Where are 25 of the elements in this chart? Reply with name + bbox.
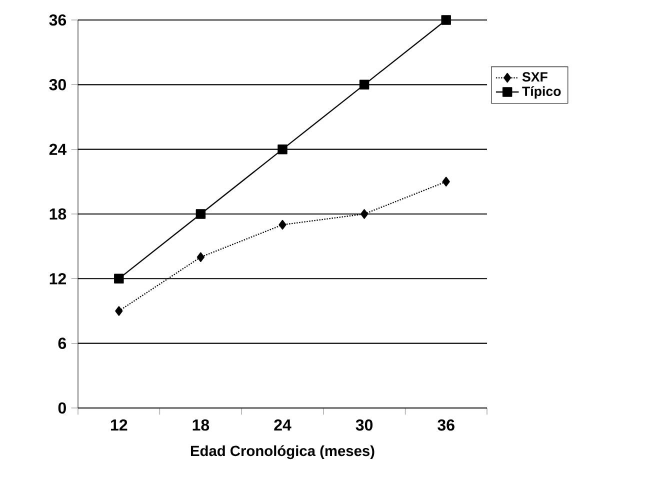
y-tick-label: 18 — [50, 208, 66, 220]
point — [359, 80, 370, 90]
x-tick-label: 24 — [274, 419, 292, 431]
y-tick-label: 12 — [50, 273, 66, 284]
x-axis-title: Edad Cronológica (meses) — [190, 445, 374, 460]
point — [442, 176, 450, 187]
x-tick-label: 12 — [111, 419, 128, 431]
legend-label: SXF — [522, 72, 548, 82]
point — [278, 220, 286, 230]
point — [114, 274, 124, 284]
y-tick-label: 6 — [58, 338, 66, 349]
x-tick-label: 18 — [192, 419, 210, 431]
y-tick-label: 30 — [49, 78, 66, 90]
y-tick-label: 24 — [49, 144, 67, 155]
point — [196, 252, 205, 262]
x-tick-label: 30 — [356, 419, 373, 431]
point — [278, 144, 288, 154]
point — [196, 209, 206, 219]
legend-label: Típico — [522, 86, 561, 99]
point — [441, 15, 451, 25]
y-tick-label: 36 — [49, 14, 66, 26]
point — [115, 306, 123, 316]
point — [360, 209, 368, 219]
x-tick-label: 36 — [438, 419, 454, 431]
y-tick-label: 0 — [58, 402, 66, 414]
